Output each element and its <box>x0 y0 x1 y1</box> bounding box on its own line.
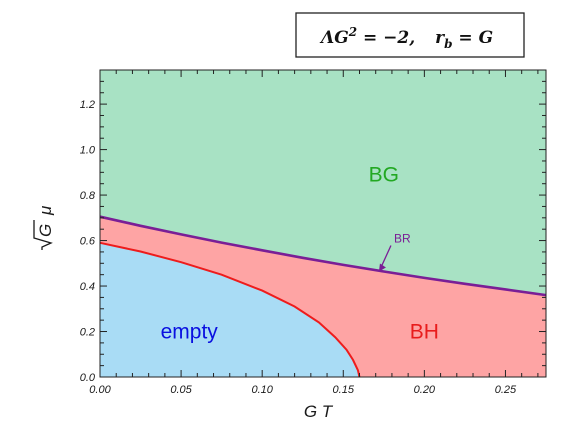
y-tick-label: 1.0 <box>80 145 96 157</box>
x-tick-label: 0.10 <box>251 384 273 396</box>
ticks-layer: 0.00 0.05 0.10 0.15 0.20 0.25 0.0 0.2 0.4 0.6 0.8 1… <box>80 69 546 396</box>
region-bg <box>100 70 546 296</box>
br-annotation-arrow <box>380 245 392 268</box>
region-label-bh: BH <box>410 320 439 343</box>
y-axis-label-radicand: G <box>36 224 55 237</box>
region-label-bg: BG <box>369 163 399 186</box>
x-tick-label: 0.00 <box>89 384 111 396</box>
br-annotation-arrowhead <box>378 263 386 272</box>
y-tick-label: 0.4 <box>80 281 95 293</box>
x-tick-label: 0.25 <box>495 384 517 396</box>
chart-title: ΛG2 = −2, rb = G <box>319 25 493 51</box>
series-br-line <box>99 215 547 297</box>
region-empty <box>100 242 360 377</box>
chart-title-box: ΛG2 = −2, rb = G <box>295 12 525 58</box>
region-labels-layer: BG BH empty BR <box>161 163 439 343</box>
y-axis-label: G μ <box>33 205 55 250</box>
plot-frame <box>99 69 547 378</box>
x-axis-label: G T <box>304 402 334 421</box>
y-tick-label: 0.2 <box>80 327 95 339</box>
y-axis-label-mu: μ <box>36 205 55 216</box>
x-tick-label: 0.15 <box>333 384 355 396</box>
series-bh-boundary-line <box>99 241 361 378</box>
curves-layer <box>99 215 547 378</box>
x-tick-label: 0.20 <box>414 384 436 396</box>
regions-layer <box>100 70 546 377</box>
x-tick-label: 0.05 <box>170 384 192 396</box>
y-tick-label: 0.8 <box>80 190 96 202</box>
y-tick-label: 1.2 <box>80 99 95 111</box>
y-tick-label: 0.0 <box>80 372 96 384</box>
region-label-empty: empty <box>161 320 219 343</box>
br-annotation-label: BR <box>394 231 411 245</box>
y-tick-label: 0.6 <box>80 236 96 248</box>
